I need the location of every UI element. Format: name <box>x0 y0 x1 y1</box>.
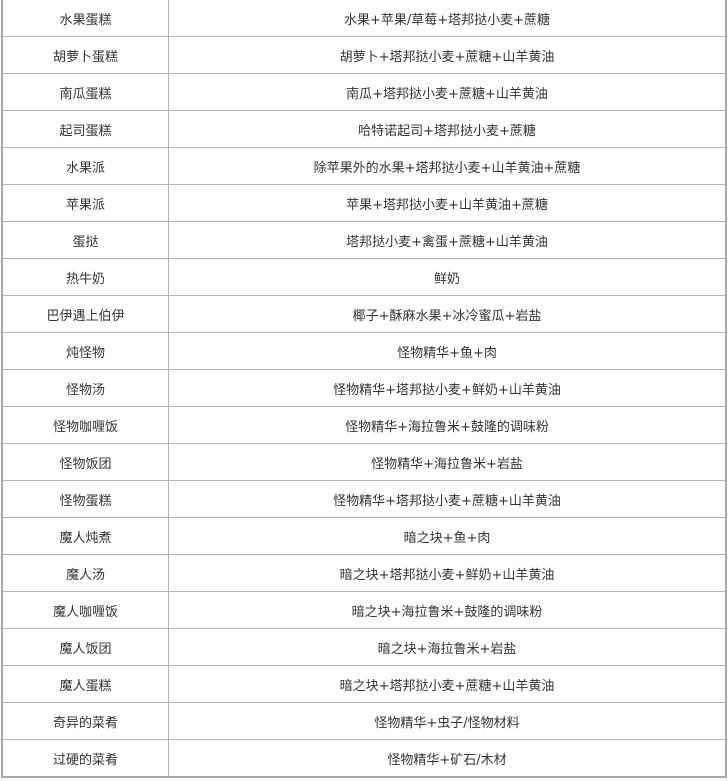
table-row: 苹果派 苹果+塔邦挞小麦+山羊黄油+蔗糖 <box>1 184 727 222</box>
recipe-ingredients-cell: 怪物精华+海拉鲁米+岩盐 <box>168 443 727 481</box>
table-row: 热牛奶 鲜奶 <box>1 258 727 296</box>
table-row: 巴伊遇上伯伊 椰子+酥麻水果+冰冷蜜瓜+岩盐 <box>1 295 727 333</box>
recipe-name-cell: 怪物咖喱饭 <box>1 406 169 444</box>
recipe-name-cell: 魔人咖喱饭 <box>1 591 169 629</box>
recipe-name-cell: 水果派 <box>1 147 169 185</box>
recipe-name-cell: 怪物蛋糕 <box>1 480 169 518</box>
recipe-name-cell: 魔人蛋糕 <box>1 665 169 703</box>
table-row: 魔人汤 暗之块+塔邦挞小麦+鲜奶+山羊黄油 <box>1 554 727 592</box>
recipe-ingredients-cell: 鲜奶 <box>168 258 727 296</box>
table-row: 怪物咖喱饭 怪物精华+海拉鲁米+鼓隆的调味粉 <box>1 406 727 444</box>
recipe-name-cell: 怪物汤 <box>1 369 169 407</box>
recipe-name-cell: 魔人汤 <box>1 554 169 592</box>
recipe-name-cell: 胡萝卜蛋糕 <box>1 36 169 74</box>
recipe-ingredients-cell: 暗之块+塔邦挞小麦+蔗糖+山羊黄油 <box>168 665 727 703</box>
table-row: 魔人炖煮 暗之块+鱼+肉 <box>1 517 727 555</box>
table-row: 水果派 除苹果外的水果+塔邦挞小麦+山羊黄油+蔗糖 <box>1 147 727 185</box>
table-row: 起司蛋糕 哈特诺起司+塔邦挞小麦+蔗糖 <box>1 110 727 148</box>
recipe-name-cell: 魔人炖煮 <box>1 517 169 555</box>
recipe-name-cell: 魔人饭团 <box>1 628 169 666</box>
recipe-name-cell: 南瓜蛋糕 <box>1 73 169 111</box>
table-row: 魔人饭团 暗之块+海拉鲁米+岩盐 <box>1 628 727 666</box>
table-row: 南瓜蛋糕 南瓜+塔邦挞小麦+蔗糖+山羊黄油 <box>1 73 727 111</box>
recipe-ingredients-cell: 暗之块+海拉鲁米+鼓隆的调味粉 <box>168 591 727 629</box>
recipe-ingredients-cell: 哈特诺起司+塔邦挞小麦+蔗糖 <box>168 110 727 148</box>
table-row: 魔人蛋糕 暗之块+塔邦挞小麦+蔗糖+山羊黄油 <box>1 665 727 703</box>
recipe-ingredients-cell: 胡萝卜+塔邦挞小麦+蔗糖+山羊黄油 <box>168 36 727 74</box>
recipe-ingredients-cell: 塔邦挞小麦+禽蛋+蔗糖+山羊黄油 <box>168 221 727 259</box>
table-row: 炖怪物 怪物精华+鱼+肉 <box>1 332 727 370</box>
recipe-ingredients-cell: 暗之块+塔邦挞小麦+鲜奶+山羊黄油 <box>168 554 727 592</box>
recipe-ingredients-cell: 怪物精华+塔邦挞小麦+蔗糖+山羊黄油 <box>168 480 727 518</box>
recipe-name-cell: 热牛奶 <box>1 258 169 296</box>
table-row: 魔人咖喱饭 暗之块+海拉鲁米+鼓隆的调味粉 <box>1 591 727 629</box>
recipe-ingredients-cell: 怪物精华+鱼+肉 <box>168 332 727 370</box>
recipe-name-cell: 水果蛋糕 <box>1 0 169 37</box>
recipe-name-cell: 起司蛋糕 <box>1 110 169 148</box>
recipe-name-cell: 巴伊遇上伯伊 <box>1 295 169 333</box>
recipe-name-cell: 炖怪物 <box>1 332 169 370</box>
table-row: 蛋挞 塔邦挞小麦+禽蛋+蔗糖+山羊黄油 <box>1 221 727 259</box>
recipe-ingredients-cell: 怪物精华+塔邦挞小麦+鲜奶+山羊黄油 <box>168 369 727 407</box>
recipe-ingredients-cell: 暗之块+鱼+肉 <box>168 517 727 555</box>
table-row: 水果蛋糕 水果+苹果/草莓+塔邦挞小麦+蔗糖 <box>1 0 727 37</box>
recipe-ingredients-cell: 苹果+塔邦挞小麦+山羊黄油+蔗糖 <box>168 184 727 222</box>
table-row: 过硬的菜肴 怪物精华+矿石/木材 <box>1 739 727 778</box>
recipe-ingredients-cell: 南瓜+塔邦挞小麦+蔗糖+山羊黄油 <box>168 73 727 111</box>
recipe-ingredients-cell: 暗之块+海拉鲁米+岩盐 <box>168 628 727 666</box>
table-row: 怪物汤 怪物精华+塔邦挞小麦+鲜奶+山羊黄油 <box>1 369 727 407</box>
recipe-name-cell: 怪物饭团 <box>1 443 169 481</box>
recipe-name-cell: 奇异的菜肴 <box>1 702 169 740</box>
recipe-ingredients-cell: 怪物精华+海拉鲁米+鼓隆的调味粉 <box>168 406 727 444</box>
table-row: 奇异的菜肴 怪物精华+虫子/怪物材料 <box>1 702 727 740</box>
recipe-ingredients-cell: 椰子+酥麻水果+冰冷蜜瓜+岩盐 <box>168 295 727 333</box>
table-row: 胡萝卜蛋糕 胡萝卜+塔邦挞小麦+蔗糖+山羊黄油 <box>1 36 727 74</box>
recipe-name-cell: 过硬的菜肴 <box>1 739 169 778</box>
recipe-name-cell: 苹果派 <box>1 184 169 222</box>
recipe-name-cell: 蛋挞 <box>1 221 169 259</box>
recipe-ingredients-cell: 怪物精华+矿石/木材 <box>168 739 727 778</box>
recipe-ingredients-cell: 怪物精华+虫子/怪物材料 <box>168 702 727 740</box>
table-row: 怪物蛋糕 怪物精华+塔邦挞小麦+蔗糖+山羊黄油 <box>1 480 727 518</box>
recipe-ingredients-cell: 除苹果外的水果+塔邦挞小麦+山羊黄油+蔗糖 <box>168 147 727 185</box>
table-row: 怪物饭团 怪物精华+海拉鲁米+岩盐 <box>1 443 727 481</box>
recipe-ingredients-cell: 水果+苹果/草莓+塔邦挞小麦+蔗糖 <box>168 0 727 37</box>
